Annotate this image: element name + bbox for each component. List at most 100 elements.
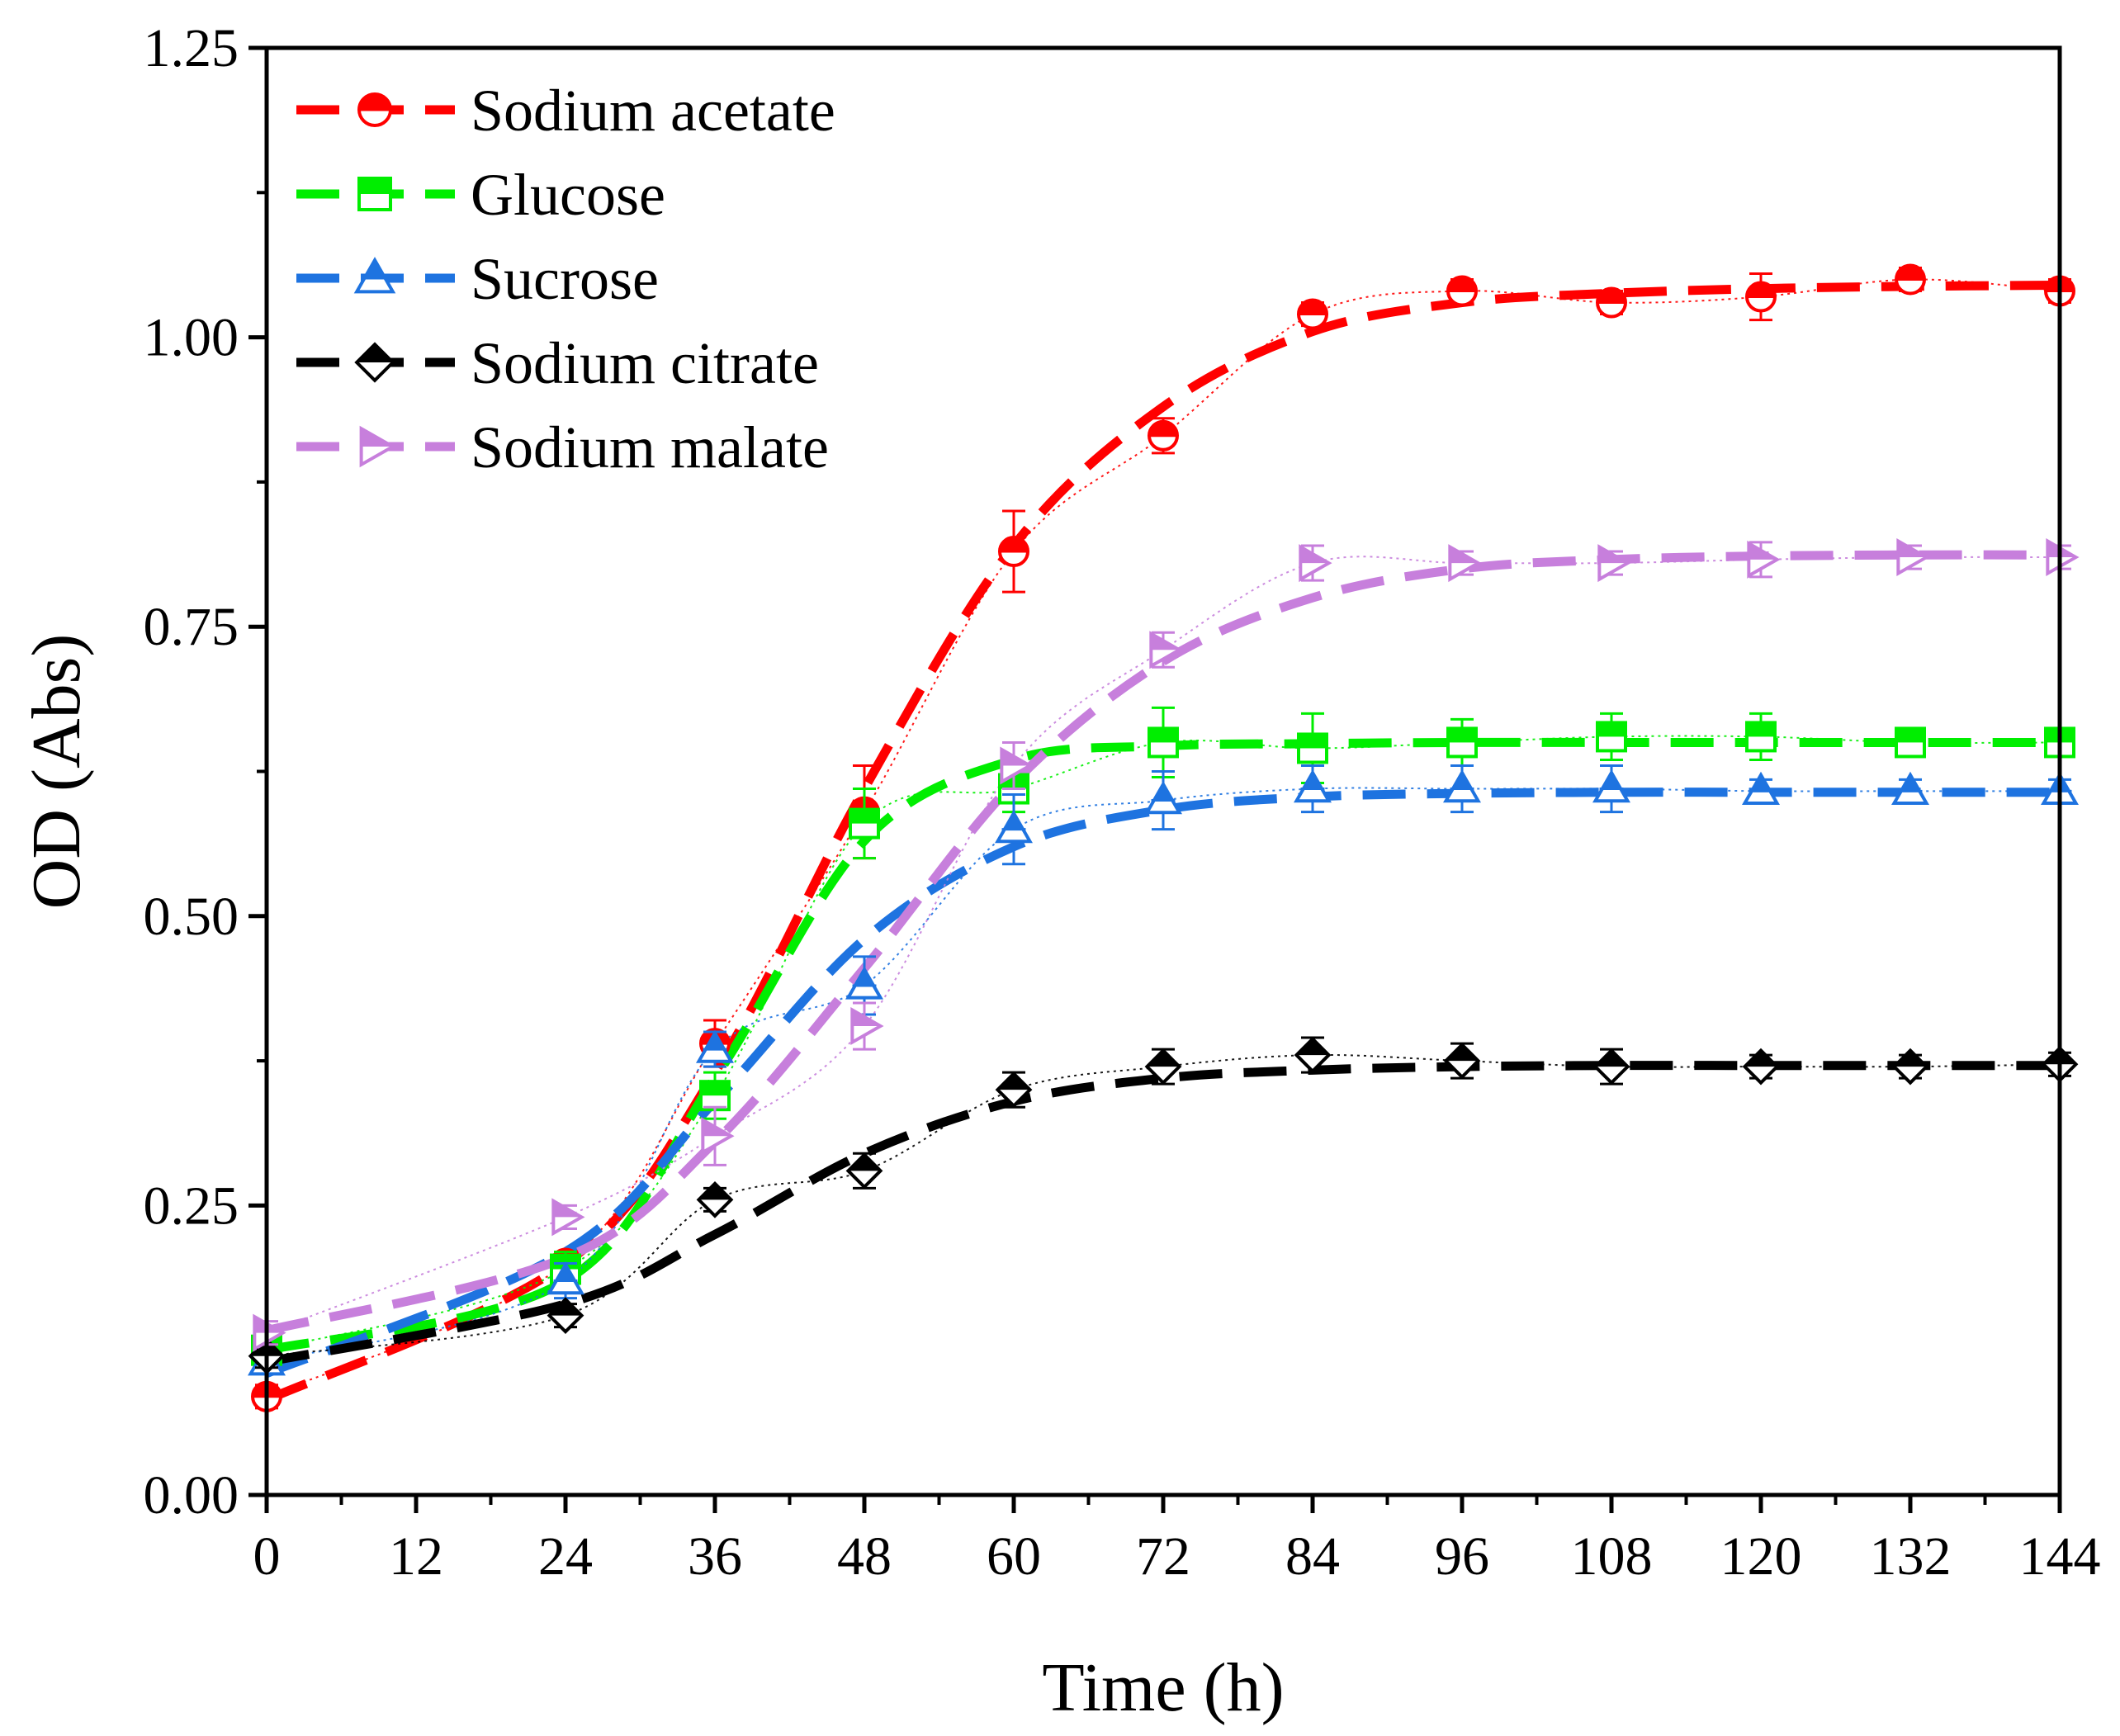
data-point-fill — [850, 809, 878, 824]
data-point — [1448, 544, 1482, 583]
data-point-fill — [1000, 537, 1028, 552]
data-point-fill — [1898, 541, 1927, 558]
data-point — [547, 1261, 584, 1295]
data-point — [1596, 721, 1627, 753]
x-tick-label: 108 — [1571, 1526, 1653, 1587]
data-point-fill — [1296, 1038, 1329, 1056]
data-point — [551, 1198, 585, 1237]
x-tick-label: 60 — [987, 1526, 1041, 1587]
data-point — [1592, 1048, 1630, 1086]
data-point-fill — [855, 969, 873, 986]
data-point-fill — [1453, 772, 1471, 789]
y-tick-label: 0.75 — [144, 597, 239, 657]
data-point — [1596, 286, 1627, 319]
data-point — [696, 1181, 734, 1218]
data-point-fill — [1005, 813, 1023, 830]
data-point-fill — [2047, 541, 2076, 558]
data-point — [845, 966, 883, 1000]
legend-item-sucrose: Sucrose — [295, 246, 659, 312]
legend-marker — [353, 257, 396, 294]
data-point-fill — [1599, 546, 1628, 564]
data-point-fill — [1595, 1050, 1628, 1067]
data-point — [849, 807, 880, 840]
data-point-fill — [698, 1183, 731, 1200]
data-point — [1896, 538, 1930, 577]
data-point — [1742, 1048, 1780, 1086]
data-point — [1148, 726, 1179, 759]
y-tick-label: 1.00 — [144, 308, 239, 368]
legend-marker-fill — [361, 428, 393, 447]
data-point — [995, 810, 1033, 844]
x-tick-label: 132 — [1870, 1526, 1952, 1587]
x-tick-label: 0 — [253, 1526, 281, 1587]
data-point-fill — [852, 1010, 881, 1027]
data-point-fill — [703, 1119, 731, 1137]
data-point-fill — [1147, 1050, 1180, 1067]
data-point-fill — [1747, 282, 1775, 297]
series-sodium-citrate-connector — [266, 1053, 2061, 1357]
data-point-fill — [1450, 546, 1479, 564]
data-point — [1745, 721, 1777, 753]
series-glucose-points — [251, 706, 2075, 1366]
legend-label: Glucose — [471, 162, 665, 228]
data-point-fill — [1304, 772, 1322, 789]
data-point — [1299, 544, 1332, 583]
x-tick-label: 120 — [1720, 1526, 1802, 1587]
data-point-fill — [1448, 728, 1476, 743]
data-point-fill — [1154, 784, 1172, 801]
legend-marker — [359, 425, 396, 468]
x-tick-label: 96 — [1435, 1526, 1489, 1587]
data-point — [547, 1297, 584, 1335]
legend-item-sodium-citrate: Sodium citrate — [295, 330, 819, 396]
data-point-fill — [1602, 772, 1621, 789]
legend-marker-fill — [359, 94, 390, 110]
data-point — [1443, 769, 1481, 803]
data-point — [1895, 726, 1926, 759]
legend-item-sodium-acetate: Sodium acetate — [295, 78, 835, 144]
data-point-fill — [1001, 749, 1030, 766]
data-point — [995, 1071, 1033, 1109]
data-point-fill — [706, 1033, 724, 1050]
data-point — [1597, 544, 1631, 583]
data-point — [1294, 769, 1332, 803]
legend-marker — [357, 177, 392, 211]
data-point — [696, 1029, 734, 1063]
data-point-fill — [1151, 633, 1180, 650]
x-tick-label: 144 — [2019, 1526, 2101, 1587]
data-point — [1895, 263, 1926, 296]
x-tick-label: 36 — [688, 1526, 742, 1587]
data-point — [1443, 1042, 1481, 1080]
data-point-fill — [553, 1200, 582, 1218]
data-point-fill — [1300, 546, 1329, 564]
y-tick-label: 0.25 — [144, 1175, 239, 1236]
data-point-fill — [1752, 774, 1770, 792]
y-axis-title: OD (Abs) — [18, 634, 95, 910]
data-point — [1297, 732, 1328, 764]
legend-item-sodium-malate: Sodium malate — [295, 414, 829, 480]
data-point — [1149, 631, 1183, 669]
legend-marker — [354, 342, 395, 383]
legend-label: Sucrose — [471, 246, 659, 312]
data-point — [845, 1152, 883, 1190]
data-point — [1000, 746, 1034, 785]
data-point — [1891, 1048, 1929, 1086]
series-marks — [248, 263, 2080, 1412]
legend-label: Sodium citrate — [471, 330, 819, 396]
data-point-fill — [254, 1317, 283, 1333]
data-point — [1297, 298, 1328, 330]
data-point-fill — [549, 1299, 582, 1316]
y-tick-label: 1.25 — [144, 18, 239, 78]
y-tick-label: 0.50 — [144, 887, 239, 947]
data-point — [998, 536, 1029, 568]
data-point — [1148, 419, 1179, 452]
data-point-fill — [1747, 722, 1775, 737]
data-point-fill — [1299, 734, 1327, 749]
x-tick-label: 12 — [389, 1526, 443, 1587]
data-point-fill — [1299, 300, 1327, 315]
x-tick-label: 48 — [837, 1526, 892, 1587]
data-point — [1144, 780, 1182, 815]
legend-marker-fill — [357, 344, 393, 362]
data-point — [1745, 281, 1777, 313]
data-point — [701, 1117, 735, 1156]
